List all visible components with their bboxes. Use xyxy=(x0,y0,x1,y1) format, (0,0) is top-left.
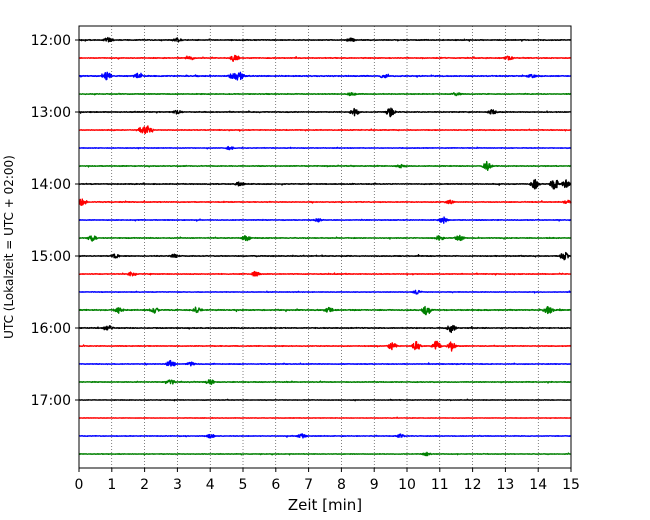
x-tick-label: 6 xyxy=(271,477,280,493)
trace-line xyxy=(78,71,572,81)
y-tick-label: 14:00 xyxy=(31,177,71,193)
x-tick-label: 13 xyxy=(496,477,514,493)
trace-line xyxy=(78,416,572,420)
trace-layer xyxy=(78,36,572,457)
trace-line xyxy=(78,251,572,261)
trace-line xyxy=(78,234,572,242)
trace-line xyxy=(78,398,572,402)
x-tick-label: 10 xyxy=(398,477,416,493)
y-tick-label: 16:00 xyxy=(31,321,71,337)
x-axis-ticks: 0 1 2 3 4 5 6 7 8 9 10 11 12 13 14 15 xyxy=(75,468,580,493)
trace-line xyxy=(78,198,572,206)
trace-line xyxy=(78,289,572,295)
trace-line xyxy=(78,91,572,97)
trace-line xyxy=(78,433,572,439)
trace-line xyxy=(78,160,572,172)
trace-line xyxy=(78,125,572,135)
x-tick-label: 8 xyxy=(337,477,346,493)
trace-line xyxy=(78,305,572,316)
trace-line xyxy=(78,54,572,62)
y-axis-label: UTC (Lokalzeit = UTC + 02:00) xyxy=(2,155,16,339)
trace-line xyxy=(78,216,572,224)
trace-line xyxy=(78,359,572,367)
x-tick-label: 15 xyxy=(562,477,580,493)
x-tick-label: 7 xyxy=(304,477,313,493)
x-tick-label: 5 xyxy=(239,477,248,493)
x-axis-label: Zeit [min] xyxy=(288,496,362,514)
x-tick-label: 1 xyxy=(107,477,116,493)
x-tick-label: 4 xyxy=(206,477,215,493)
y-tick-label: 17:00 xyxy=(31,393,71,409)
x-tick-label: 9 xyxy=(370,477,379,493)
trace-line xyxy=(78,324,572,334)
x-tick-label: 12 xyxy=(464,477,482,493)
y-tick-label: 13:00 xyxy=(31,105,71,121)
trace-line xyxy=(78,451,572,457)
trace-line xyxy=(78,107,572,118)
x-tick-label: 2 xyxy=(140,477,149,493)
plot-frame xyxy=(78,25,572,469)
x-tick-label: 0 xyxy=(75,477,84,493)
trace-line xyxy=(78,178,572,190)
x-tick-label: 14 xyxy=(529,477,547,493)
trace-line xyxy=(78,340,572,352)
x-tick-label: 11 xyxy=(431,477,449,493)
trace-line xyxy=(78,379,572,386)
x-tick-label: 3 xyxy=(173,477,182,493)
y-tick-label: 12:00 xyxy=(31,33,71,49)
y-axis-ticks: 12:00 13:00 14:00 15:00 16:00 17:00 xyxy=(31,33,79,409)
y-tick-label: 15:00 xyxy=(31,249,71,265)
trace-line xyxy=(78,145,572,151)
trace-line xyxy=(78,36,572,43)
trace-line xyxy=(78,270,572,277)
